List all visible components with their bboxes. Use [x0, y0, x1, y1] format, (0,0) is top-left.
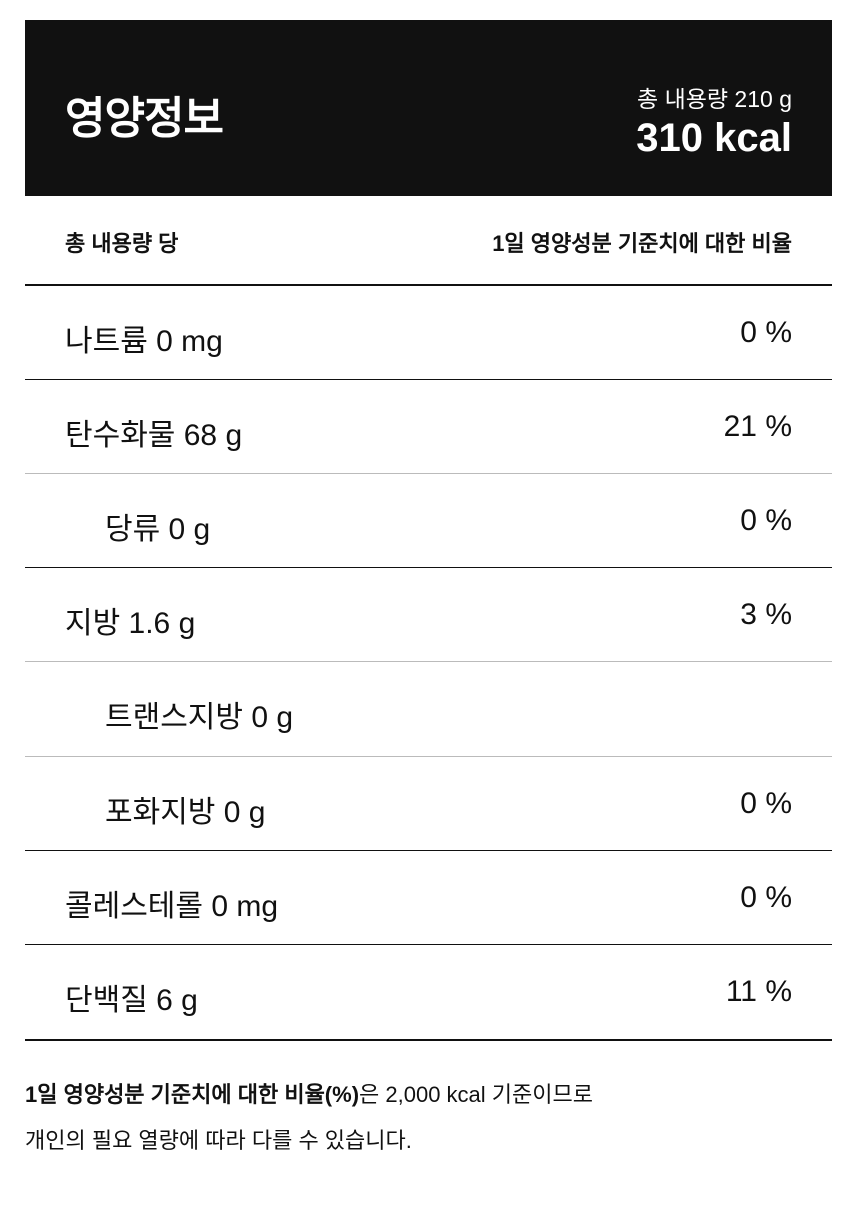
nutrient-name: 트랜스지방 0 g [105, 701, 294, 734]
table-row: 트랜스지방 0 g [25, 662, 832, 756]
nutrient-name: 나트륨 0 mg [65, 325, 223, 358]
column-header-daily-value: 1일 영양성분 기준치에 대한 비율 [492, 231, 792, 256]
footnote-bold: 1일 영양성분 기준치에 대한 비율(%) [25, 1082, 360, 1107]
divider [25, 1039, 832, 1041]
table-row: 탄수화물 68 g 21 % [25, 380, 832, 474]
page-title: 영양정보 [65, 94, 224, 143]
table-row: 나트륨 0 mg 0 % [25, 286, 832, 380]
row-divider [25, 567, 832, 568]
nutrient-name: 지방 1.6 g [65, 607, 196, 640]
nutrient-name: 당류 0 g [105, 513, 211, 546]
column-headers: 총 내용량 당 1일 영양성분 기준치에 대한 비율 [65, 226, 792, 258]
table-row: 콜레스테롤 0 mg 0 % [25, 851, 832, 945]
table-row: 지방 1.6 g 3 % [25, 568, 832, 662]
row-divider [25, 661, 832, 662]
nutrient-percent: 3 % [740, 598, 792, 631]
nutrient-name: 포화지방 0 g [105, 796, 266, 829]
footnote: 1일 영양성분 기준치에 대한 비율(%)은 2,000 kcal 기준이므로 … [25, 1072, 593, 1164]
nutrient-percent: 11 % [725, 975, 792, 1008]
nutrient-name: 단백질 6 g [65, 984, 198, 1017]
row-divider [25, 473, 832, 474]
footnote-line2: 개인의 필요 열량에 따라 다를 수 있습니다. [25, 1128, 412, 1153]
nutrient-percent: 0 % [740, 787, 792, 820]
table-row: 당류 0 g 0 % [25, 474, 832, 568]
row-divider [25, 944, 832, 945]
nutrient-percent: 0 % [740, 881, 792, 914]
row-divider [25, 379, 832, 380]
nutrient-percent: 21 % [723, 410, 792, 443]
row-divider [25, 850, 832, 851]
nutrient-percent: 0 % [740, 316, 792, 349]
table-row: 단백질 6 g 11 % [25, 945, 832, 1039]
table-row: 포화지방 0 g 0 % [25, 757, 832, 851]
footnote-line1: 은 2,000 kcal 기준이므로 [359, 1082, 593, 1107]
nutrition-header: 영양정보 총 내용량 210 g 310 kcal [25, 20, 832, 196]
total-amount: 총 내용량 210 g [637, 86, 792, 112]
nutrient-name: 콜레스테롤 0 mg [65, 890, 279, 923]
row-divider [25, 756, 832, 757]
nutrient-name: 탄수화물 68 g [65, 419, 243, 452]
nutrient-percent: 0 % [740, 504, 792, 537]
divider [25, 284, 832, 286]
calories: 310 kcal [636, 116, 792, 160]
column-header-per-serving: 총 내용량 당 [65, 231, 179, 256]
